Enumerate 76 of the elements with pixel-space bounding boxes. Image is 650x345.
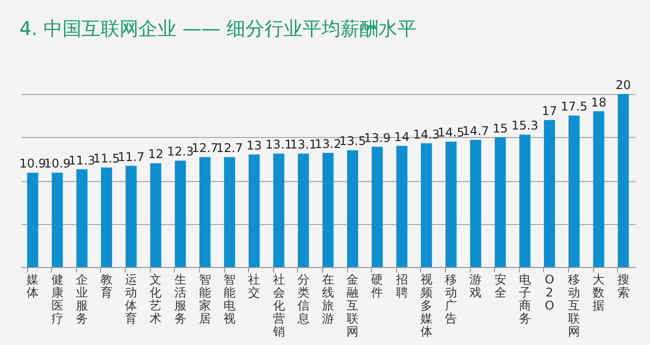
- bar: [446, 142, 457, 267]
- bar: [372, 146, 383, 267]
- x-tick-label: 硬件: [371, 272, 384, 300]
- x-tick-label: 分类信息: [296, 272, 310, 326]
- data-label: 13.5: [339, 134, 366, 148]
- data-label: 12.7: [192, 141, 218, 156]
- x-tick-label: 在线旅游: [322, 272, 334, 326]
- x-tick-label: 招聘: [394, 272, 408, 300]
- data-label: 14.3: [413, 127, 440, 142]
- bar: [593, 111, 604, 267]
- bar: [420, 143, 432, 267]
- x-tick-label: 企业服务: [76, 272, 88, 326]
- bar: [322, 152, 334, 267]
- bar: [100, 168, 112, 267]
- x-tick-label: O2O: [544, 272, 554, 312]
- bar: [126, 166, 137, 267]
- bar: [224, 157, 236, 267]
- x-tick-label: 社会化营销: [272, 272, 285, 338]
- bar: [76, 169, 88, 267]
- data-label: 13.1: [265, 138, 292, 152]
- bar: [52, 172, 63, 267]
- bar: [27, 172, 38, 267]
- bar: [470, 140, 482, 267]
- bar: [199, 157, 210, 267]
- x-tick-label: 社交: [248, 272, 260, 300]
- data-label: 20: [616, 78, 631, 92]
- bar: [519, 134, 530, 267]
- x-tick-label: 游戏: [470, 272, 482, 300]
- data-label: 13.2: [314, 136, 342, 151]
- data-label: 13: [246, 138, 262, 153]
- data-label: 12.3: [166, 144, 194, 159]
- bar: [248, 154, 260, 267]
- data-label: 11.5: [93, 152, 120, 166]
- data-label: 10.9: [19, 156, 46, 171]
- data-label: 17: [542, 104, 558, 118]
- x-tick-label: 运动体育: [125, 272, 138, 326]
- bar: [298, 154, 309, 267]
- x-tick-label: 移动广告: [445, 272, 458, 326]
- bar: [494, 137, 506, 267]
- x-tick-label: 视频多媒体: [420, 272, 432, 338]
- x-tick-label: 文化艺术: [150, 272, 162, 326]
- bar: [174, 160, 186, 267]
- data-label: 14.7: [462, 124, 490, 138]
- x-tick-label: 移动互联网: [568, 272, 580, 338]
- data-label: 12: [148, 147, 164, 162]
- x-tick-label: 教育: [100, 272, 113, 300]
- bar: [347, 150, 358, 267]
- data-label: 11.3: [68, 153, 96, 168]
- bar: [150, 163, 162, 267]
- data-label: 10.9: [44, 156, 71, 171]
- x-tick-label: 智能电视: [224, 272, 236, 326]
- data-label: 13.1: [290, 138, 317, 152]
- x-tick-label: 搜索: [617, 272, 630, 300]
- bar: [568, 116, 580, 267]
- bar: [273, 154, 284, 267]
- data-label: 13.9: [364, 130, 391, 145]
- x-tick-label: 生活服务: [174, 272, 186, 326]
- x-tick-label: 大数据: [592, 272, 605, 312]
- data-label: 17.5: [560, 100, 588, 114]
- data-label: 15.3: [512, 118, 538, 133]
- x-tick-label: 媒体: [26, 272, 39, 300]
- x-tick-label: 金融互联网: [346, 272, 359, 338]
- bar: [618, 94, 629, 267]
- data-label: 14: [394, 130, 410, 144]
- bar: [544, 120, 556, 267]
- data-label: 12.7: [216, 141, 243, 156]
- data-label: 14.5: [438, 126, 464, 140]
- x-tick-label: 智能家居: [198, 272, 211, 326]
- x-tick-label: 健康医疗: [51, 272, 64, 326]
- x-tick-label: 安全: [494, 272, 506, 300]
- data-label: 18: [591, 95, 606, 110]
- chart-title: 4. 中国互联网企业 —— 细分行业平均薪酬水平: [19, 18, 417, 40]
- data-label: 11.7: [118, 150, 144, 164]
- data-label: 15: [492, 121, 508, 136]
- bar: [396, 146, 408, 267]
- x-tick-label: 电子商务: [518, 272, 531, 326]
